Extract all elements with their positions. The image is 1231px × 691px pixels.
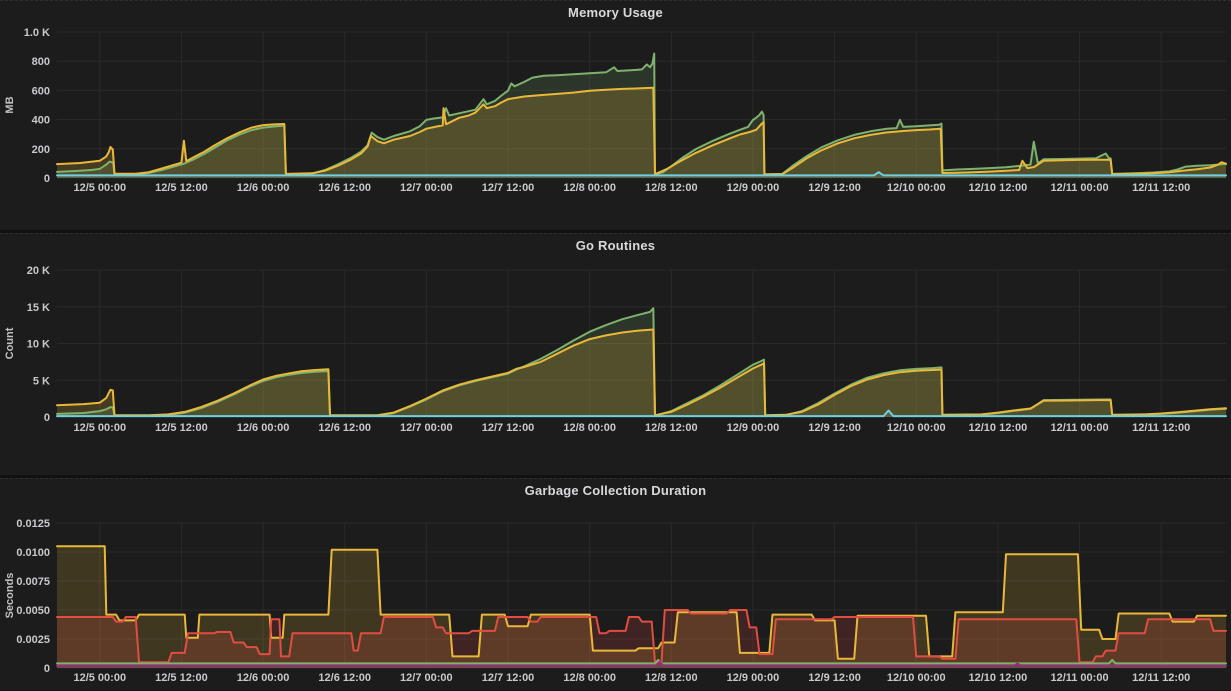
series-yellow-line [56,86,1227,176]
x-tick-label: 12/6 00:00 [237,672,290,684]
series-cyan-line [56,409,1227,418]
x-tick-label: 12/8 12:00 [645,672,698,684]
x-tick-label: 12/7 00:00 [400,422,453,434]
x-tick-label: 12/5 12:00 [155,182,208,194]
x-tick-label: 12/9 12:00 [808,422,861,434]
series-yellow-line [56,545,1227,660]
y-tick-label: 0 [44,412,50,424]
x-tick-label: 12/7 12:00 [482,672,535,684]
x-tick-label: 12/11 00:00 [1050,422,1108,434]
y-tick-label: 0 [44,663,50,675]
x-tick-label: 12/10 00:00 [887,422,946,434]
series-cyan-line [56,171,1227,177]
x-tick-label: 12/9 12:00 [808,182,861,194]
x-tick-label: 12/6 12:00 [318,672,371,684]
x-tick-label: 12/8 00:00 [563,182,616,194]
x-tick-label: 12/7 12:00 [482,182,535,194]
y-tick-label: 600 [32,85,50,97]
x-tick-label: 12/8 12:00 [645,422,698,434]
x-tick-label: 12/9 00:00 [727,182,780,194]
x-tick-label: 12/11 12:00 [1132,182,1190,194]
panel-title-go-routines[interactable]: Go Routines [575,238,656,253]
x-tick-label: 12/9 12:00 [808,672,861,684]
x-tick-label: 12/8 00:00 [563,672,616,684]
x-tick-label: 12/7 00:00 [400,182,453,194]
x-tick-label: 12/11 12:00 [1132,672,1190,684]
x-tick-label: 12/7 00:00 [400,672,453,684]
panel-title-memory-usage[interactable]: Memory Usage [568,5,663,20]
x-tick-label: 12/6 00:00 [237,182,290,194]
y-tick-label: 0.0125 [16,518,50,530]
panel-memory-usage: Memory Usage 0 200 400 600 800 1.0 K 12/5 00:0… [0,0,1231,230]
x-tick-label: 12/10 12:00 [969,422,1028,434]
x-tick-label: 12/5 00:00 [73,672,126,684]
x-tick-label: 12/5 00:00 [73,422,126,434]
x-tick-label: 12/10 12:00 [969,672,1028,684]
y-tick-label: 5 K [33,375,50,387]
x-tick-label: 12/6 12:00 [318,182,371,194]
x-tick-label: 12/7 12:00 [482,422,535,434]
x-tick-label: 12/5 12:00 [155,672,208,684]
x-tick-label: 12/5 12:00 [155,422,208,434]
series-yellow-fill [57,87,1226,178]
go-routines-chart[interactable]: 0 5 K 10 K 15 K 20 K 12/5 00:00 12/5 12:00 12/6… [0,258,1231,476]
y-tick-label: 0.0100 [16,547,50,559]
panel-go-routines: Go Routines 0 5 K 10 K 15 K 20 K 12/5 00:00 12… [0,233,1231,475]
series-green-fill [57,308,1226,417]
x-tick-label: 12/10 12:00 [969,182,1028,194]
y-axis-label: MB [4,96,16,113]
y-tick-label: 0 [44,173,50,185]
y-tick-label: 0.0075 [16,576,50,588]
y-tick-label: 10 K [27,339,50,351]
y-tick-label: 0.0050 [16,605,50,617]
garbage-collection-duration-chart[interactable]: 0 0.0025 0.0050 0.0075 0.0100 0.0125 12/5 00:0… [0,503,1231,691]
x-tick-label: 12/9 00:00 [727,422,780,434]
x-tick-label: 12/8 00:00 [563,422,616,434]
x-tick-label: 12/11 00:00 [1050,182,1108,194]
x-tick-label: 12/10 00:00 [887,672,946,684]
series-red-fill [57,610,1226,668]
series-green-line [56,658,1227,665]
series-purple-line [56,660,1227,667]
series-green-line [56,52,1227,176]
y-axis-label: Seconds [4,573,16,619]
x-tick-label: 12/6 00:00 [237,422,290,434]
x-tick-label: 12/11 00:00 [1050,672,1108,684]
series-yellow-line [56,328,1227,417]
x-tick-label: 12/8 12:00 [645,182,698,194]
x-tick-label: 12/10 00:00 [887,182,946,194]
y-tick-label: 200 [32,144,50,156]
y-tick-label: 0.0025 [16,634,50,646]
y-tick-label: 20 K [27,265,50,277]
series-yellow-fill [57,546,1226,668]
series-cyan-fill [57,172,1226,178]
y-axis-label: Count [4,327,16,359]
memory-usage-chart[interactable]: 0 200 400 600 800 1.0 K 12/5 00:00 12/5 12:00 12… [0,25,1231,231]
series-green-fill [57,53,1226,178]
y-tick-label: 400 [32,115,50,127]
x-tick-label: 12/9 00:00 [727,672,780,684]
series-red-line [56,609,1227,664]
x-tick-label: 12/5 00:00 [73,182,126,194]
x-tick-label: 12/11 12:00 [1132,422,1190,434]
y-tick-label: 1.0 K [24,27,50,39]
panel-garbage-collection-duration: Garbage Collection Duration 0 0.0025 0.005… [0,478,1231,690]
y-tick-label: 800 [32,56,50,68]
y-tick-label: 15 K [27,302,50,314]
x-tick-label: 12/6 12:00 [318,422,371,434]
series-yellow-fill [57,329,1226,417]
panel-title-garbage-collection-duration[interactable]: Garbage Collection Duration [524,483,707,498]
